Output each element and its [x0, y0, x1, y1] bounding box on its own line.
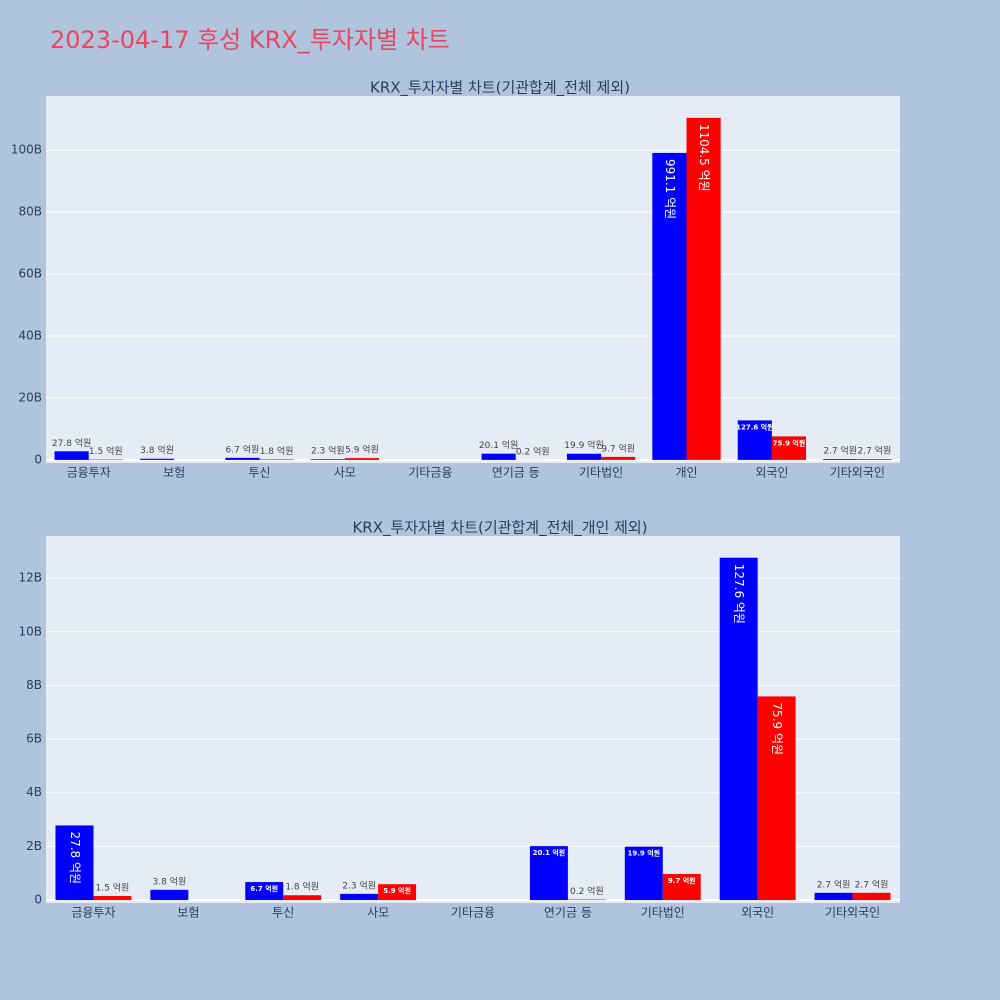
x-tick-label: 사모: [334, 466, 356, 480]
bar: [757, 696, 796, 901]
value-label: 0.2 억원: [516, 445, 550, 457]
value-label: 19.9 억원: [628, 849, 661, 858]
y-tick-label: 12B: [18, 571, 42, 585]
bar: [310, 459, 345, 460]
value-label: 75.9 억원: [773, 438, 806, 447]
value-label: 1.5 억원: [96, 882, 130, 894]
chart-title: KRX_투자자별 차트(기관합계_전체 제외): [370, 79, 630, 98]
bar: [283, 895, 322, 901]
x-tick-label: 사모: [367, 906, 389, 920]
value-label: 75.9 억원: [770, 702, 784, 755]
x-tick-label: 보험: [163, 466, 185, 480]
bar: [54, 451, 89, 460]
x-tick-label: 기타금융: [408, 466, 452, 480]
value-label: 2.7 억원: [823, 445, 857, 457]
x-tick-label: 기타금융: [451, 906, 495, 920]
x-tick-label: 기타외국인: [830, 466, 885, 480]
bar: [737, 420, 772, 460]
bar: [852, 892, 891, 901]
value-label: 27.8 억원: [68, 831, 82, 884]
x-tick-label: 기타외국인: [825, 906, 880, 920]
x-tick-label: 금융투자: [67, 466, 111, 480]
bar: [823, 459, 858, 460]
value-label: 127.6 억원: [732, 564, 746, 624]
value-label: 27.8 억원: [52, 437, 91, 449]
chart-title: KRX_투자자별 차트(기관합계_전체_개인 제외): [352, 519, 647, 538]
bar: [378, 884, 417, 901]
value-label: 2.7 억원: [817, 878, 851, 890]
bar: [719, 557, 758, 901]
bar: [344, 458, 380, 460]
y-tick-label: 40B: [18, 329, 42, 343]
value-label: 5.9 억원: [383, 886, 411, 895]
x-tick-label: 기타법인: [579, 466, 623, 480]
y-tick-label: 0: [34, 452, 42, 466]
x-tick-label: 보험: [177, 906, 199, 920]
bar: [93, 896, 132, 901]
bar: [139, 458, 175, 460]
plot-area: [46, 96, 900, 463]
value-label: 1104.5 억원: [697, 124, 711, 192]
bar: [771, 436, 807, 460]
bar: [662, 874, 701, 901]
bar: [567, 899, 606, 901]
y-tick-label: 10B: [18, 624, 42, 638]
value-label: 2.3 억원: [342, 879, 376, 891]
value-label: 20.1 억원: [479, 439, 518, 451]
y-tick-label: 20B: [18, 390, 42, 404]
y-tick-label: 100B: [11, 143, 42, 157]
bar: [686, 117, 721, 460]
page-title: 2023-04-17 후성 KRX_투자자별 차트: [50, 26, 450, 54]
x-tick-label: 연기금 등: [492, 466, 540, 480]
bar: [857, 459, 892, 460]
value-label: 1.8 억원: [285, 881, 319, 893]
bar: [652, 152, 687, 460]
value-label: 9.7 억원: [601, 442, 635, 454]
x-tick-label: 연기금 등: [544, 906, 592, 920]
x-tick-label: 개인: [675, 466, 697, 480]
bar: [566, 453, 602, 460]
bar: [259, 459, 294, 460]
value-label: 1.8 억원: [260, 445, 294, 457]
value-label: 3.8 억원: [152, 875, 186, 887]
bar: [340, 893, 379, 901]
y-tick-label: 60B: [18, 267, 42, 281]
bar: [150, 889, 189, 901]
x-tick-label: 외국인: [755, 466, 788, 480]
value-label: 2.7 억원: [855, 878, 889, 890]
value-label: 0.2 억원: [570, 885, 604, 897]
y-tick-label: 8B: [26, 678, 42, 692]
x-tick-label: 투신: [248, 466, 270, 480]
value-label: 991.1 억원: [663, 159, 677, 219]
value-label: 2.3 억원: [311, 445, 345, 457]
value-label: 5.9 억원: [345, 444, 379, 456]
bar: [55, 825, 94, 901]
bar: [481, 453, 516, 460]
bar: [529, 846, 568, 901]
y-tick-label: 4B: [26, 785, 42, 799]
bar: [225, 457, 260, 460]
value-label: 3.8 억원: [140, 444, 174, 456]
y-tick-label: 0: [34, 893, 42, 907]
y-tick-label: 80B: [18, 205, 42, 219]
x-tick-label: 외국인: [741, 906, 774, 920]
value-label: 2.7 억원: [858, 445, 892, 457]
x-tick-label: 기타법인: [641, 906, 685, 920]
value-label: 127.6 억원: [736, 422, 773, 431]
bar: [601, 456, 636, 460]
y-tick-label: 2B: [26, 839, 42, 853]
value-label: 6.7 억원: [226, 443, 260, 455]
bar: [245, 882, 284, 901]
bar: [814, 892, 853, 901]
value-label: 9.7 억원: [668, 876, 696, 885]
y-tick-label: 6B: [26, 732, 42, 746]
bar: [624, 846, 663, 901]
value-label: 19.9 억원: [564, 439, 603, 451]
value-label: 6.7 억원: [250, 884, 278, 893]
value-label: 20.1 억원: [533, 848, 566, 857]
x-tick-label: 금융투자: [71, 906, 115, 920]
x-tick-label: 투신: [272, 906, 294, 920]
value-label: 1.5 억원: [89, 445, 123, 457]
